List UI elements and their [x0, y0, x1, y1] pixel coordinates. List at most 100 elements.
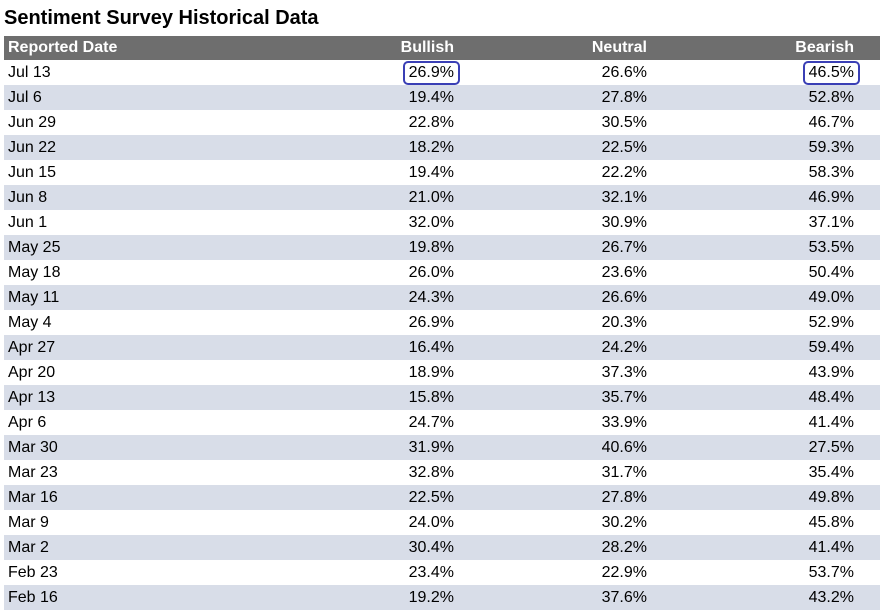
page-title: Sentiment Survey Historical Data — [4, 7, 319, 29]
cell-date: Jun 29 — [8, 113, 57, 131]
cell-neutral: 24.2% — [601, 338, 647, 356]
cell-date: Apr 13 — [8, 388, 56, 406]
cell-bearish: 43.9% — [808, 363, 854, 381]
table-body: Jul 13 26.9% 26.6% 46.5% Jul 6 19.4% 27.8% 52.8… — [4, 60, 880, 610]
cell-neutral: 40.6% — [601, 438, 647, 456]
cell-bearish: 53.7% — [808, 563, 854, 581]
highlighted-value: 46.5% — [802, 60, 860, 85]
table-row: Jun 8 21.0% 32.1% 46.9% — [4, 185, 880, 210]
cell-bearish: 41.4% — [808, 413, 854, 431]
cell-bearish: 50.4% — [808, 263, 854, 281]
cell-bullish: 26.0% — [408, 263, 454, 281]
cell-date: Apr 27 — [8, 338, 56, 356]
table-row: Apr 13 15.8% 35.7% 48.4% — [4, 385, 880, 410]
cell-bullish: 26.9% — [329, 60, 460, 85]
cell-neutral: 26.7% — [601, 238, 647, 256]
cell-bearish: 37.1% — [808, 213, 854, 231]
cell-neutral: 32.1% — [601, 188, 647, 206]
cell-neutral: 33.9% — [601, 413, 647, 431]
table-header-row: Reported Date Bullish Neutral Bearish — [4, 36, 880, 60]
cell-neutral: 22.9% — [601, 563, 647, 581]
cell-bullish: 22.8% — [408, 113, 454, 131]
cell-bearish: 59.4% — [808, 338, 854, 356]
cell-bullish: 15.8% — [408, 388, 454, 406]
table-row: Apr 20 18.9% 37.3% 43.9% — [4, 360, 880, 385]
cell-bullish: 21.0% — [408, 188, 454, 206]
cell-neutral: 22.5% — [601, 138, 647, 156]
cell-neutral: 20.3% — [601, 313, 647, 331]
cell-bearish: 35.4% — [808, 463, 854, 481]
cell-bearish: 41.4% — [808, 538, 854, 556]
header-neutral: Neutral — [591, 39, 647, 56]
table-row: Feb 23 23.4% 22.9% 53.7% — [4, 560, 880, 585]
cell-bullish: 19.8% — [408, 238, 454, 256]
cell-bullish: 22.5% — [408, 488, 454, 506]
cell-neutral: 26.6% — [601, 288, 647, 306]
sentiment-table: Reported Date Bullish Neutral Bearish Ju… — [4, 36, 880, 610]
header-bullish: Bullish — [400, 39, 454, 56]
table-row: May 4 26.9% 20.3% 52.9% — [4, 310, 880, 335]
cell-date: Mar 30 — [8, 438, 58, 456]
cell-bullish: 18.2% — [408, 138, 454, 156]
cell-neutral: 28.2% — [601, 538, 647, 556]
cell-date: Jul 13 — [8, 63, 51, 81]
cell-neutral: 37.3% — [601, 363, 647, 381]
header-reported-date: Reported Date — [8, 39, 118, 56]
cell-neutral: 30.9% — [601, 213, 647, 231]
table-row: Jul 13 26.9% 26.6% 46.5% — [4, 60, 880, 85]
highlighted-value: 26.9% — [402, 60, 460, 85]
cell-date: Feb 23 — [8, 563, 58, 581]
cell-neutral: 30.5% — [601, 113, 647, 131]
cell-date: Jun 15 — [8, 163, 57, 181]
cell-bearish: 46.7% — [808, 113, 854, 131]
cell-bullish: 30.4% — [408, 538, 454, 556]
table-row: Jun 29 22.8% 30.5% 46.7% — [4, 110, 880, 135]
cell-date: Apr 20 — [8, 363, 56, 381]
cell-neutral: 22.2% — [601, 163, 647, 181]
cell-date: Mar 16 — [8, 488, 58, 506]
cell-neutral: 23.6% — [601, 263, 647, 281]
cell-bearish: 45.8% — [808, 513, 854, 531]
cell-date: Jul 6 — [8, 88, 42, 106]
table-row: Mar 16 22.5% 27.8% 49.8% — [4, 485, 880, 510]
table-row: May 25 19.8% 26.7% 53.5% — [4, 235, 880, 260]
cell-neutral: 30.2% — [601, 513, 647, 531]
cell-neutral: 27.8% — [601, 88, 647, 106]
table-row: Jun 1 32.0% 30.9% 37.1% — [4, 210, 880, 235]
cell-bullish: 19.2% — [408, 588, 454, 606]
table-row: Mar 2 30.4% 28.2% 41.4% — [4, 535, 880, 560]
cell-bearish: 46.9% — [808, 188, 854, 206]
cell-bullish: 31.9% — [408, 438, 454, 456]
cell-bearish: 59.3% — [808, 138, 854, 156]
cell-bearish: 49.8% — [808, 488, 854, 506]
cell-date: Apr 6 — [8, 413, 47, 431]
cell-date: May 18 — [8, 263, 61, 281]
cell-bearish: 46.5% — [744, 60, 860, 85]
cell-bearish: 52.9% — [808, 313, 854, 331]
cell-date: Mar 2 — [8, 538, 49, 556]
cell-bearish: 49.0% — [808, 288, 854, 306]
cell-bullish: 24.0% — [408, 513, 454, 531]
table-row: Apr 6 24.7% 33.9% 41.4% — [4, 410, 880, 435]
header-bearish: Bearish — [795, 39, 854, 56]
cell-neutral: 31.7% — [601, 463, 647, 481]
cell-date: Mar 23 — [8, 463, 58, 481]
table-row: May 11 24.3% 26.6% 49.0% — [4, 285, 880, 310]
table-row: Apr 27 16.4% 24.2% 59.4% — [4, 335, 880, 360]
cell-bearish: 53.5% — [808, 238, 854, 256]
cell-date: Feb 16 — [8, 588, 58, 606]
cell-bullish: 24.3% — [408, 288, 454, 306]
cell-bearish: 58.3% — [808, 163, 854, 181]
cell-bearish: 43.2% — [808, 588, 854, 606]
cell-date: Jun 8 — [8, 188, 48, 206]
cell-bearish: 52.8% — [808, 88, 854, 106]
cell-neutral: 37.6% — [601, 588, 647, 606]
table-row: Feb 16 19.2% 37.6% 43.2% — [4, 585, 880, 610]
cell-bullish: 19.4% — [408, 163, 454, 181]
table-row: May 18 26.0% 23.6% 50.4% — [4, 260, 880, 285]
cell-bearish: 27.5% — [808, 438, 854, 456]
table-row: Mar 9 24.0% 30.2% 45.8% — [4, 510, 880, 535]
cell-neutral: 35.7% — [601, 388, 647, 406]
cell-neutral: 27.8% — [601, 488, 647, 506]
cell-bullish: 23.4% — [408, 563, 454, 581]
